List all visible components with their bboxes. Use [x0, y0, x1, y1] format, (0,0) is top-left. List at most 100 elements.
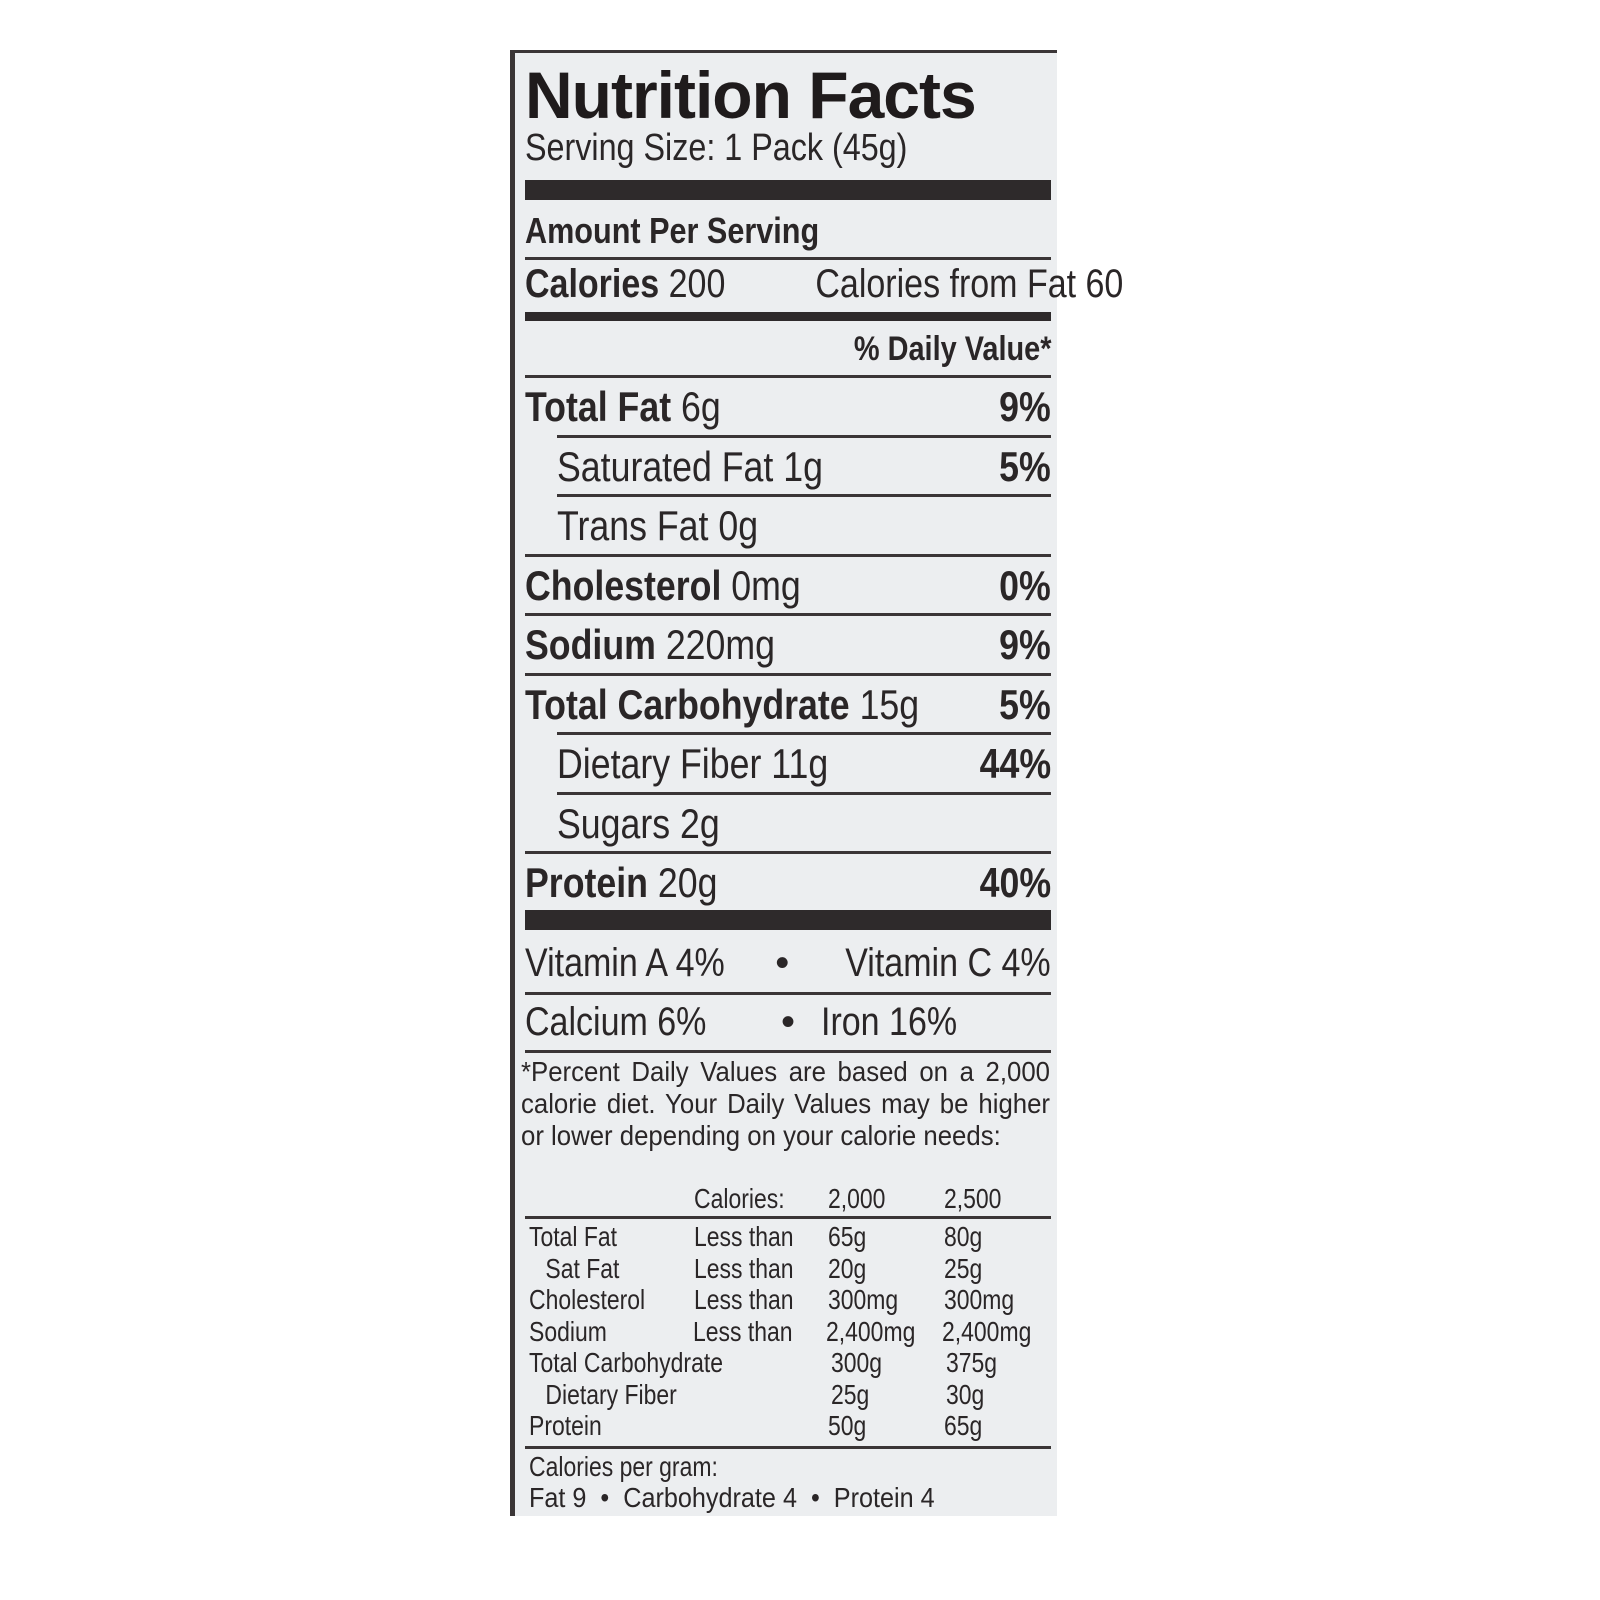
nutrient-name: Total Fat	[525, 383, 672, 430]
calories-value: 200	[668, 261, 726, 306]
calories-per-gram-values: Fat 9 • Carbohydrate 4 • Protein 4	[529, 1482, 935, 1514]
dv-table-cell: 50g	[827, 1410, 867, 1442]
nutrient-name: Sodium	[525, 621, 656, 668]
divider	[557, 732, 1051, 735]
nutrient-name: Protein	[525, 859, 648, 906]
nutrient-daily-value: 5%	[999, 442, 1051, 490]
divider	[525, 1446, 1051, 1449]
calories-row: Calories 200 Calories from Fat 60	[525, 261, 1123, 307]
dv-header-cell: Calories:	[693, 1182, 785, 1214]
dv-table-cell: Sodium	[529, 1315, 607, 1347]
calories-per-gram-label: Calories per gram:	[529, 1450, 718, 1482]
dv-header-cell: 2,500	[944, 1182, 1002, 1214]
dv-table-cell: Less than	[693, 1221, 794, 1253]
dv-table-cell: Less than	[693, 1315, 793, 1347]
nutrient-name: Dietary Fiber	[557, 740, 762, 787]
nutrient-row: Sugars 2g	[525, 796, 1051, 852]
medium-divider	[525, 312, 1051, 321]
dv-table-cell: 2,400mg	[942, 1315, 1032, 1347]
bullet: •	[775, 940, 790, 985]
dv-table-row: Protein 50g 65g	[529, 1410, 1051, 1443]
calcium: Calcium 6%	[525, 999, 707, 1044]
dv-table-row: Sat Fat Less than 20g 25g	[529, 1253, 1051, 1285]
dv-table-cell: 30g	[945, 1378, 985, 1410]
divider	[557, 494, 1051, 497]
divider	[525, 257, 1051, 260]
dv-table-cell: Dietary Fiber	[545, 1378, 677, 1410]
dv-table-cell: 2,400mg	[826, 1315, 916, 1347]
nutrient-amount: 20g	[657, 859, 718, 906]
divider	[557, 791, 1051, 795]
nutrient-row: Saturated Fat 1g 5%	[525, 439, 1051, 495]
divider	[557, 434, 1051, 438]
thick-divider	[525, 910, 1051, 930]
nutrient-row: Protein 20g 40%	[525, 855, 1051, 911]
vitamin-c: Vitamin C 4%	[845, 940, 1051, 985]
iron: Iron 16%	[820, 999, 958, 1044]
nutrient-amount: 1g	[783, 442, 823, 490]
dv-table-row: Cholesterol Less than 300mg 300mg	[529, 1284, 1051, 1317]
divider	[525, 672, 1051, 676]
serving-size: Serving Size: 1 Pack (45g)	[525, 127, 908, 169]
dv-table-row: Total Fat Less than 65g 80g	[529, 1221, 1051, 1254]
dv-table-cell: Sat Fat	[545, 1252, 620, 1284]
dv-table-cell: 65g	[827, 1221, 867, 1253]
dv-table-cell: Less than	[693, 1284, 794, 1316]
dv-table-cell: 65g	[944, 1410, 983, 1442]
nutrient-row: Sodium 220mg 9%	[525, 617, 1051, 673]
divider	[525, 553, 1051, 557]
dv-table-cell: Cholesterol	[529, 1284, 646, 1316]
calories-from-fat: Calories from Fat 60	[815, 261, 1124, 306]
nutrient-amount: 6g	[681, 383, 721, 430]
dv-table-cell: Protein	[529, 1410, 602, 1442]
nutrient-daily-value: 44%	[979, 740, 1051, 787]
nutrient-amount: 0mg	[731, 561, 801, 609]
amount-per-serving: Amount Per Serving	[525, 210, 820, 251]
nutrient-amount: 2g	[680, 799, 720, 847]
footnote: *Percent Daily Values are based on a 2,0…	[521, 1056, 1050, 1151]
daily-value-table: Calories: 2,000 2,500 Total Fat Less than…	[525, 1183, 1051, 1514]
nutrient-amount: 0g	[718, 502, 759, 549]
nutrient-name: Cholesterol	[525, 561, 722, 609]
dv-table-cell: 25g	[831, 1378, 870, 1410]
dv-table-row: Total Carbohydrate 300g 375g	[529, 1347, 1051, 1380]
dv-table-cell: Total Fat	[529, 1221, 618, 1253]
daily-value-header: % Daily Value*	[853, 329, 1051, 368]
nutrient-row: Trans Fat 0g	[525, 498, 1051, 554]
thick-divider	[525, 180, 1051, 200]
dv-table-cell: Total Carbohydrate	[529, 1347, 723, 1379]
vitamin-row: Vitamin A 4% • Vitamin C 4%	[525, 935, 1051, 991]
dv-header-cell: 2,000	[827, 1182, 886, 1214]
nutrient-amount: 15g	[859, 680, 920, 728]
dv-table-cell: 300g	[831, 1347, 883, 1379]
nutrient-daily-value: 9%	[999, 621, 1051, 668]
nutrient-amount: 220mg	[665, 621, 775, 668]
nutrient-daily-value: 5%	[999, 680, 1051, 728]
divider	[525, 992, 1051, 995]
divider	[525, 613, 1051, 616]
calories-label: Calories	[525, 261, 660, 306]
nutrient-name: Trans Fat	[557, 502, 709, 549]
dv-table-cell: 300mg	[944, 1284, 1015, 1316]
nutrient-row: Cholesterol 0mg 0%	[525, 558, 1051, 614]
dv-table-row: Dietary Fiber 25g 30g	[529, 1379, 1051, 1411]
nutrient-daily-value: 9%	[999, 383, 1051, 430]
nutrient-name: Sugars	[557, 799, 671, 847]
vitamin-a: Vitamin A 4%	[525, 940, 725, 985]
nutrition-facts-label: Nutrition Facts Serving Size: 1 Pack (45…	[510, 50, 1123, 1516]
dv-table-header: Calories: 2,000 2,500	[529, 1183, 1051, 1215]
dv-table-cell: 300mg	[827, 1284, 899, 1316]
dv-table-cell: Less than	[693, 1252, 794, 1284]
nutrient-row: Total Carbohydrate 15g 5%	[525, 677, 1051, 733]
divider	[525, 1215, 1051, 1219]
bullet: •	[780, 999, 795, 1044]
label-title: Nutrition Facts	[525, 58, 977, 132]
dv-table-cell: 80g	[944, 1221, 983, 1253]
divider	[525, 375, 1051, 378]
nutrient-name: Total Carbohydrate	[525, 680, 850, 728]
nutrient-daily-value: 40%	[979, 859, 1051, 906]
nutrient-row: Total Fat 6g 9%	[525, 379, 1051, 435]
dv-table-row: Sodium Less than 2,400mg 2,400mg	[529, 1316, 1051, 1348]
dv-table-cell: 20g	[827, 1252, 867, 1284]
dv-table-cell: 375g	[945, 1347, 997, 1379]
